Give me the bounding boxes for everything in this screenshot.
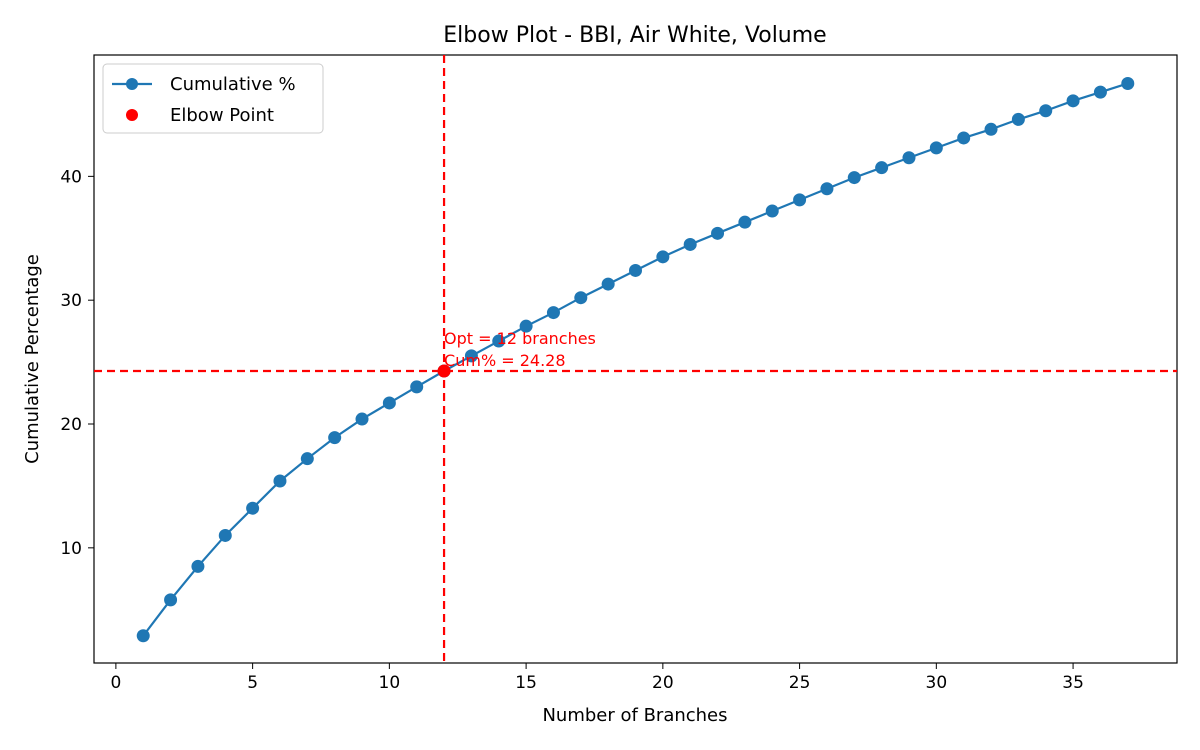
plot-frame — [93, 54, 1178, 664]
data-point — [300, 452, 314, 466]
data-point — [355, 412, 369, 426]
elbow-annotation-line1: Opt = 12 branches — [444, 329, 596, 348]
data-point — [902, 151, 916, 165]
x-tick-label: 30 — [926, 673, 948, 693]
y-tick-label: 10 — [60, 539, 82, 559]
data-point — [738, 215, 752, 229]
data-point — [328, 431, 342, 445]
data-point — [410, 380, 424, 394]
x-tick-label: 35 — [1062, 673, 1084, 693]
elbow-point — [437, 364, 451, 378]
data-point — [847, 171, 861, 185]
data-point — [464, 349, 478, 363]
x-axis: 0 5 10 15 20 25 30 35 — [110, 663, 1084, 693]
data-point — [601, 277, 615, 291]
data-point — [519, 319, 533, 333]
x-tick-label: 20 — [652, 673, 674, 693]
data-point — [191, 559, 205, 573]
legend-label-cumulative: Cumulative % — [170, 74, 296, 95]
x-tick-label: 0 — [110, 673, 121, 693]
y-tick-label: 20 — [60, 415, 82, 435]
data-point — [164, 593, 178, 607]
legend-label-elbow: Elbow Point — [170, 105, 274, 126]
data-point — [793, 193, 807, 207]
data-point — [1066, 94, 1080, 108]
legend-box — [102, 63, 324, 134]
data-point — [683, 237, 697, 251]
plot-area — [93, 54, 1178, 664]
data-point — [1121, 76, 1135, 90]
data-point — [957, 131, 971, 145]
data-point — [875, 161, 889, 175]
data-point — [136, 629, 150, 643]
data-point — [765, 204, 779, 218]
x-tick-label: 10 — [379, 673, 401, 693]
data-point — [246, 501, 260, 515]
series-line — [142, 82, 1129, 637]
data-point — [574, 291, 588, 305]
x-tick-label: 5 — [247, 673, 258, 693]
x-axis-label: Number of Branches — [542, 705, 727, 726]
y-axis: 10 20 30 40 — [60, 167, 94, 559]
data-point — [273, 474, 287, 488]
data-point — [711, 226, 725, 240]
data-point — [1039, 104, 1053, 118]
data-point — [820, 182, 834, 196]
data-point — [1093, 85, 1107, 99]
series-cumulative — [136, 76, 1135, 643]
x-tick-label: 25 — [789, 673, 811, 693]
legend-marker-cumulative — [126, 78, 138, 90]
data-point — [984, 122, 998, 136]
data-point — [218, 528, 232, 542]
elbow-annotation-line2: Cum% = 24.28 — [444, 351, 565, 370]
chart-title: Elbow Plot - BBI, Air White, Volume — [443, 23, 826, 48]
y-tick-label: 30 — [60, 291, 82, 311]
data-point — [629, 263, 642, 277]
data-point — [492, 334, 506, 348]
data-point — [382, 396, 396, 410]
data-point — [1011, 112, 1025, 126]
x-tick-label: 15 — [515, 673, 537, 693]
elbow-point-group — [437, 364, 451, 378]
y-tick-label: 40 — [60, 167, 82, 187]
legend-marker-elbow — [126, 109, 138, 121]
data-point — [656, 250, 670, 264]
y-axis-label: Cumulative Percentage — [22, 254, 43, 464]
legend: Cumulative % Elbow Point — [102, 63, 324, 134]
data-point — [546, 306, 560, 320]
elbow-reference-lines — [94, 55, 1177, 663]
data-point — [929, 141, 943, 155]
